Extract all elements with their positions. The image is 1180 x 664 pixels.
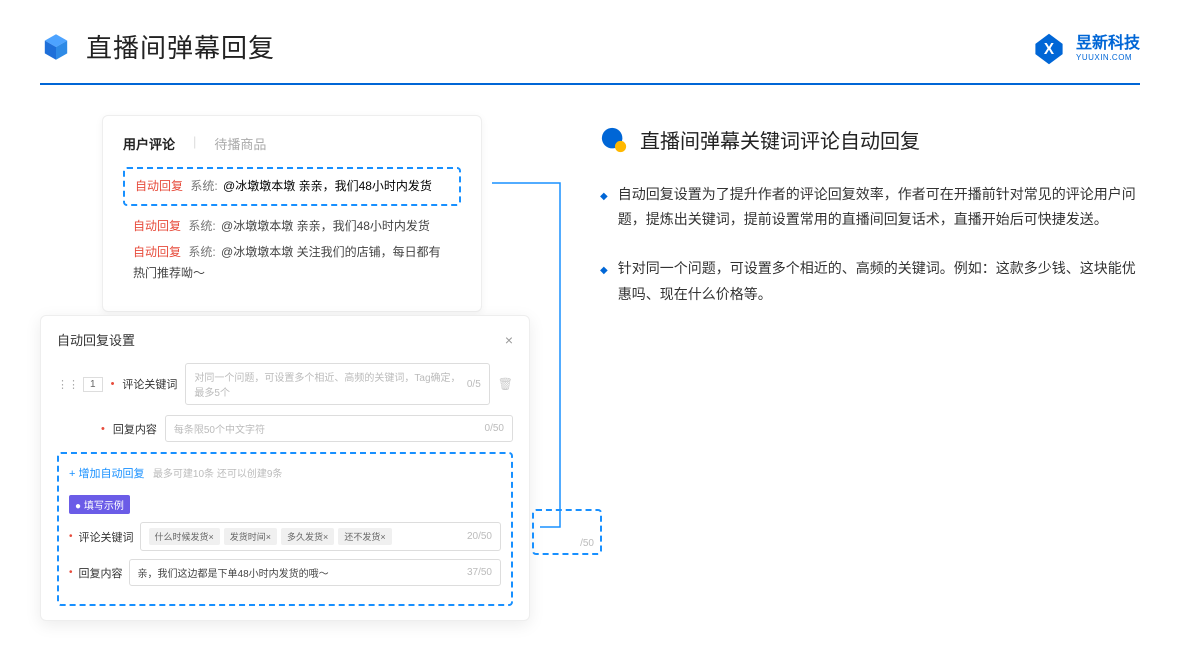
bullet-1: ◆ 自动回复设置为了提升作者的评论回复效率，作者可在开播前针对常见的评论用户问题… [600,182,1140,232]
close-icon[interactable]: × [505,332,513,348]
tag-item[interactable]: 什么时候发货× [149,528,220,545]
comments-card: 用户评论 | 待播商品 自动回复 系统: @冰墩墩本墩 亲亲，我们48小时内发货… [102,115,482,312]
reply-line-2: 自动回复 系统: @冰墩墩本墩 关注我们的店铺，每日都有热门推荐呦～ [123,242,461,285]
auto-reply-tag: 自动回复 [133,219,181,233]
bullet-2: ◆ 针对同一个问题，可设置多个相近的、高频的关键词。例如：这款多少钱、这块能优惠… [600,256,1140,306]
required-dot: • [111,378,115,390]
content-row: • 回复内容 每条限50个中文字符 0/50 [57,415,513,442]
auto-reply-tag: 自动回复 [135,179,183,193]
tag-item[interactable]: 多久发货× [281,528,334,545]
system-tag: 系统: [188,219,215,233]
section-title: 直播间弹幕关键词评论自动回复 [640,125,920,154]
page-title: 直播间弹幕回复 [86,28,275,65]
keyword-input[interactable]: 对同一个问题，可设置多个相近、高频的关键词，Tag确定，最多5个 0/5 [185,363,489,405]
svg-text:X: X [1044,41,1055,58]
auto-reply-tag: 自动回复 [133,245,181,259]
brand-name-cn: 昱新科技 [1076,36,1140,52]
tag-item[interactable]: 还不发货× [338,528,391,545]
tag-item[interactable]: 发货时间× [224,528,277,545]
right-panel: 直播间弹幕关键词评论自动回复 ◆ 自动回复设置为了提升作者的评论回复效率，作者可… [600,115,1140,615]
delete-icon[interactable]: 🗑 [498,377,513,391]
system-tag: 系统: [190,179,217,193]
example-box: + 增加自动回复 最多可建10条 还可以创建9条 ● 填写示例 • 评论关键词 … [57,452,513,606]
section-header: 直播间弹幕关键词评论自动回复 [600,125,1140,154]
content-input[interactable]: 每条限50个中文字符 0/50 [165,415,513,442]
content-label: 回复内容 [113,421,157,437]
page-header: 直播间弹幕回复 [0,0,1180,75]
settings-card: 自动回复设置 × ⋮⋮ 1 • 评论关键词 对同一个问题，可设置多个相近、高频的… [40,315,530,621]
settings-title: 自动回复设置 [57,330,135,349]
tabs: 用户评论 | 待播商品 [123,134,461,153]
tab-comments[interactable]: 用户评论 [123,134,175,153]
add-hint: 最多可建10条 还可以创建9条 [153,469,282,480]
small-highlight-box: /50 [532,509,602,555]
required-dot: • [101,423,105,435]
keyword-row: ⋮⋮ 1 • 评论关键词 对同一个问题，可设置多个相近、高频的关键词，Tag确定… [57,363,513,405]
brand-name-en: YUUXIN.COM [1076,54,1140,62]
example-content-row: • 回复内容 亲，我们这边都是下单48小时内发货的哦～ 37/50 [69,559,501,586]
brand-logo: X 昱新科技 YUUXIN.COM [1032,32,1140,66]
drag-handle[interactable]: ⋮⋮ 1 [57,377,103,392]
reply-line-1: 自动回复 系统: @冰墩墩本墩 亲亲，我们48小时内发货 [123,216,461,238]
reply-text: @冰墩墩本墩 亲亲，我们48小时内发货 [221,219,430,233]
example-content-input[interactable]: 亲，我们这边都是下单48小时内发货的哦～ 37/50 [129,559,501,586]
tab-separator: | [193,134,196,153]
example-keyword-row: • 评论关键词 什么时候发货× 发货时间× 多久发货× 还不发货× 20/50 [69,522,501,551]
add-reply-link[interactable]: + 增加自动回复 [69,465,144,481]
diamond-icon: ◆ [600,188,608,232]
tab-products[interactable]: 待播商品 [214,134,266,153]
highlighted-reply: 自动回复 系统: @冰墩墩本墩 亲亲，我们48小时内发货 [123,167,461,206]
bubble-icon [600,126,628,154]
diamond-icon: ◆ [600,262,608,306]
brand-icon: X [1032,32,1066,66]
left-panel: 用户评论 | 待播商品 自动回复 系统: @冰墩墩本墩 亲亲，我们48小时内发货… [40,115,540,615]
keyword-label: 评论关键词 [122,376,177,392]
system-tag: 系统: [188,245,215,259]
cube-icon [40,31,72,63]
reply-text: @冰墩墩本墩 亲亲，我们48小时内发货 [223,179,432,193]
example-badge: ● 填写示例 [69,495,130,514]
example-tags-input[interactable]: 什么时候发货× 发货时间× 多久发货× 还不发货× 20/50 [140,522,501,551]
